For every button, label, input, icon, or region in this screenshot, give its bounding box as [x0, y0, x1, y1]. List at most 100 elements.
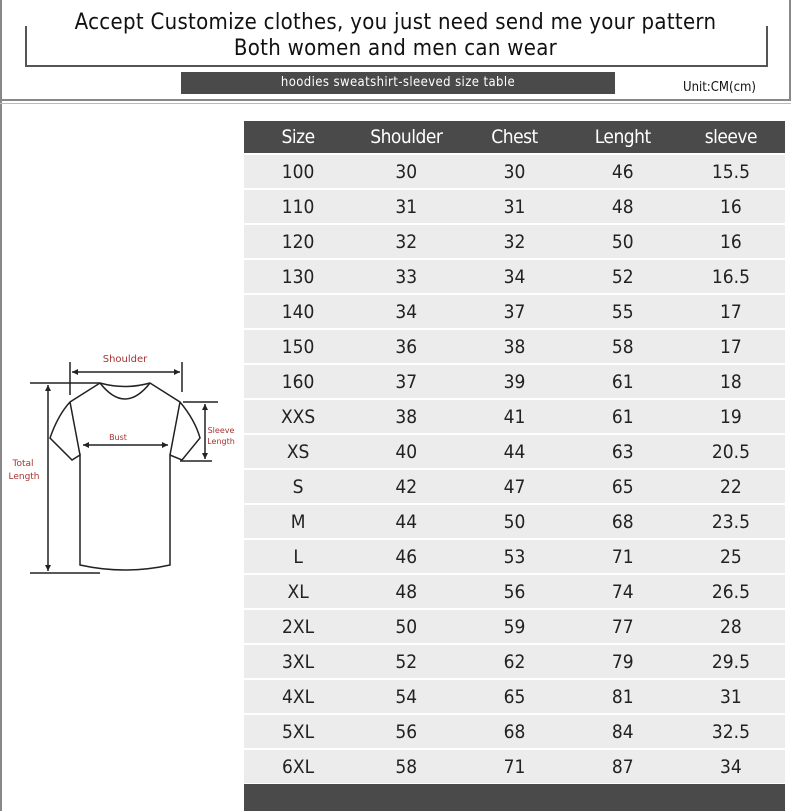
diagram-label-sleeve-length: Length — [207, 437, 235, 446]
table-row: L 46 53 71 25 — [244, 540, 785, 573]
table-row: 3XL 52 62 79 29.5 — [244, 645, 785, 678]
headline: Accept Customize clothes, you just need … — [74, 10, 717, 35]
table-header-row: Size Shoulder Chest Lenght sleeve — [244, 121, 785, 153]
cell-sleeve: 26.5 — [711, 580, 750, 603]
table-row: 100 30 30 46 15.5 — [244, 155, 785, 188]
cell-shoulder: 40 — [395, 440, 418, 463]
cell-shoulder: 38 — [395, 405, 418, 428]
cell-shoulder: 34 — [395, 300, 418, 323]
cell-length: 52 — [611, 265, 634, 288]
cell-length: 61 — [611, 405, 634, 428]
cell-size: 100 — [281, 160, 315, 183]
cell-sleeve: 19 — [720, 405, 742, 428]
cell-shoulder: 42 — [395, 475, 418, 498]
table-row: 5XL 56 68 84 32.5 — [244, 715, 785, 748]
table-footer-bar — [244, 784, 785, 811]
cell-sleeve: 16 — [720, 230, 742, 253]
cell-size: 110 — [281, 195, 315, 218]
cell-chest: 56 — [503, 580, 526, 603]
cell-length: 68 — [611, 510, 634, 533]
cell-size: 4XL — [282, 685, 315, 708]
cell-length: 77 — [611, 615, 634, 638]
cell-shoulder: 30 — [395, 160, 418, 183]
table-title-banner: hoodies sweatshirt-sleeved size table — [181, 72, 615, 94]
cell-sleeve: 23.5 — [711, 510, 750, 533]
cell-chest: 62 — [503, 650, 526, 673]
diagram-label-total-length: Length — [8, 472, 39, 482]
cell-length: 48 — [611, 195, 634, 218]
cell-length: 74 — [611, 580, 634, 603]
cell-size: 5XL — [282, 720, 315, 743]
diagram-label-shoulder: Shoulder — [103, 354, 148, 365]
title-bracket — [25, 26, 768, 67]
table-row: M 44 50 68 23.5 — [244, 505, 785, 538]
cell-chest: 50 — [503, 510, 526, 533]
table-row: 2XL 50 59 77 28 — [244, 610, 785, 643]
cell-chest: 68 — [503, 720, 526, 743]
cell-shoulder: 58 — [395, 755, 418, 778]
cell-shoulder: 52 — [395, 650, 418, 673]
cell-size: XS — [286, 440, 310, 463]
cell-size: 3XL — [282, 650, 315, 673]
cell-chest: 30 — [503, 160, 526, 183]
cell-sleeve: 17 — [720, 300, 742, 323]
cell-length: 87 — [611, 755, 634, 778]
cell-size: 120 — [281, 230, 315, 253]
cell-chest: 53 — [503, 545, 526, 568]
tshirt-measurement-diagram: Shoulder Bust Sleeve Length Total Length — [8, 354, 235, 574]
cell-size: S — [292, 475, 304, 498]
column-header-length: Lenght — [594, 126, 651, 148]
cell-sleeve: 15.5 — [711, 160, 750, 183]
table-row: 150 36 38 58 17 — [244, 330, 785, 363]
cell-chest: 39 — [503, 370, 526, 393]
cell-sleeve: 17 — [720, 335, 742, 358]
table-row: 110 31 31 48 16 — [244, 190, 785, 223]
cell-length: 79 — [611, 650, 634, 673]
cell-shoulder: 36 — [395, 335, 418, 358]
table-row: 140 34 37 55 17 — [244, 295, 785, 328]
cell-length: 65 — [611, 475, 634, 498]
cell-sleeve: 31 — [720, 685, 742, 708]
cell-shoulder: 32 — [395, 230, 418, 253]
cell-sleeve: 28 — [720, 615, 742, 638]
cell-chest: 71 — [503, 755, 526, 778]
cell-length: 55 — [611, 300, 634, 323]
cell-length: 46 — [611, 160, 634, 183]
diagram-label-bust: Bust — [109, 433, 127, 442]
divider — [0, 99, 791, 101]
cell-chest: 32 — [503, 230, 526, 253]
column-header-size: Size — [281, 126, 316, 148]
cell-size: XL — [287, 580, 309, 603]
size-table: Size Shoulder Chest Lenght sleeve 100 30 3… — [244, 121, 785, 785]
cell-length: 84 — [611, 720, 634, 743]
frame-border — [789, 0, 791, 100]
cell-length: 61 — [611, 370, 634, 393]
cell-chest: 47 — [503, 475, 526, 498]
cell-chest: 59 — [503, 615, 526, 638]
cell-shoulder: 56 — [395, 720, 418, 743]
table-row: 160 37 39 61 18 — [244, 365, 785, 398]
cell-length: 50 — [611, 230, 634, 253]
cell-size: M — [290, 510, 306, 533]
cell-size: L — [293, 545, 303, 568]
cell-shoulder: 48 — [395, 580, 418, 603]
table-row: 130 33 34 52 16.5 — [244, 260, 785, 293]
cell-size: 6XL — [282, 755, 315, 778]
cell-sleeve: 18 — [720, 370, 742, 393]
cell-shoulder: 44 — [395, 510, 418, 533]
cell-chest: 44 — [503, 440, 526, 463]
table-row: 6XL 58 71 87 34 — [244, 750, 785, 783]
cell-shoulder: 46 — [395, 545, 418, 568]
divider — [0, 103, 791, 104]
cell-shoulder: 37 — [395, 370, 418, 393]
cell-chest: 65 — [503, 685, 526, 708]
cell-size: 140 — [281, 300, 315, 323]
table-row: 120 32 32 50 16 — [244, 225, 785, 258]
cell-size: 150 — [281, 335, 315, 358]
table-row: 4XL 54 65 81 31 — [244, 680, 785, 713]
frame-border — [0, 0, 2, 811]
cell-sleeve: 32.5 — [711, 720, 750, 743]
cell-chest: 38 — [503, 335, 526, 358]
diagram-label-sleeve: Sleeve — [208, 426, 235, 435]
cell-size: 160 — [281, 370, 315, 393]
